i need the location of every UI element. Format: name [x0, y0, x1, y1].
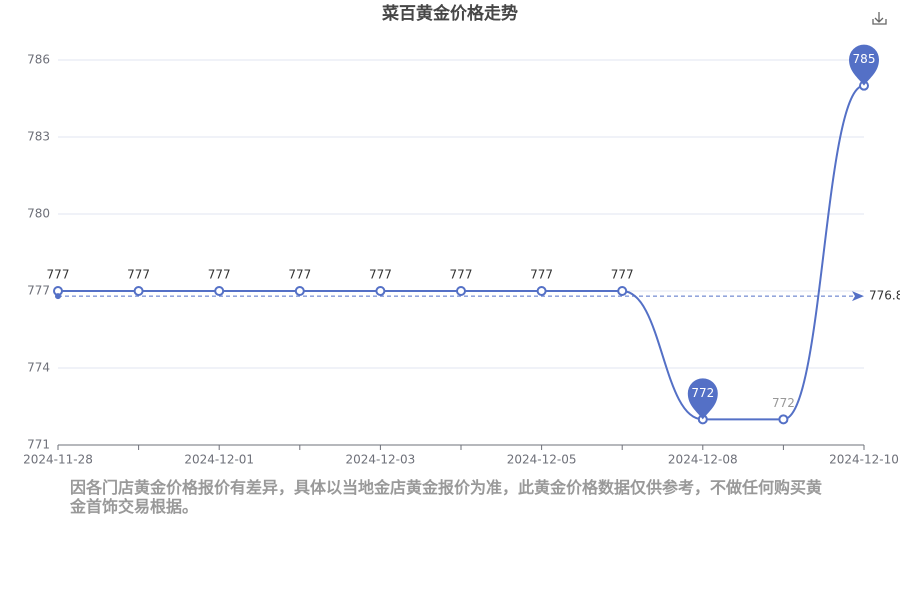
y-tick-label: 774 — [27, 361, 50, 375]
data-point — [214, 286, 225, 296]
x-tick-label: 2024-12-08 — [668, 453, 738, 467]
x-tick-label: 2024-12-03 — [346, 453, 416, 467]
footer-note: 因各门店黄金价格报价有差异，具体以当地金店黄金报价为准，此黄金价格数据仅供参考，… — [70, 478, 823, 516]
data-point — [456, 286, 466, 296]
y-tick-label: 783 — [27, 130, 50, 144]
data-label: 777 — [288, 268, 311, 282]
x-tick-label: 2024-11-28 — [23, 453, 93, 467]
data-label: 777 — [530, 268, 553, 282]
data-label: 777 — [47, 268, 70, 282]
data-point — [617, 286, 628, 296]
y-tick-label: 780 — [27, 207, 50, 221]
data-point — [778, 414, 789, 425]
mark-point-label: 785 — [853, 52, 876, 66]
data-point — [294, 286, 305, 296]
mark-point — [849, 44, 879, 86]
x-tick-label: 2024-12-05 — [507, 453, 577, 467]
x-tick-label: 2024-12-10 — [829, 453, 899, 467]
download-icon[interactable] — [872, 12, 887, 25]
data-point — [133, 286, 144, 296]
mark-point — [687, 378, 718, 420]
data-label: 772 — [772, 396, 795, 410]
data-point — [375, 286, 386, 296]
average-start — [55, 293, 61, 300]
x-tick-label: 2024-12-01 — [184, 453, 254, 467]
y-tick-label: 786 — [27, 53, 50, 67]
average-arrow — [852, 291, 864, 302]
chart-title: 菜百黄金价格走势 — [381, 3, 518, 24]
average-label: 776.8 — [869, 289, 900, 303]
data-label: 777 — [450, 268, 473, 282]
series-line — [57, 84, 865, 421]
y-tick-label: 777 — [27, 284, 50, 298]
data-label: 777 — [369, 268, 392, 282]
y-tick-label: 771 — [27, 438, 50, 452]
mark-point-label: 772 — [691, 386, 714, 400]
data-label: 777 — [127, 268, 150, 282]
data-label: 777 — [208, 268, 231, 282]
download-button[interactable] — [872, 12, 887, 25]
data-point — [536, 286, 547, 296]
data-label: 777 — [611, 268, 634, 282]
